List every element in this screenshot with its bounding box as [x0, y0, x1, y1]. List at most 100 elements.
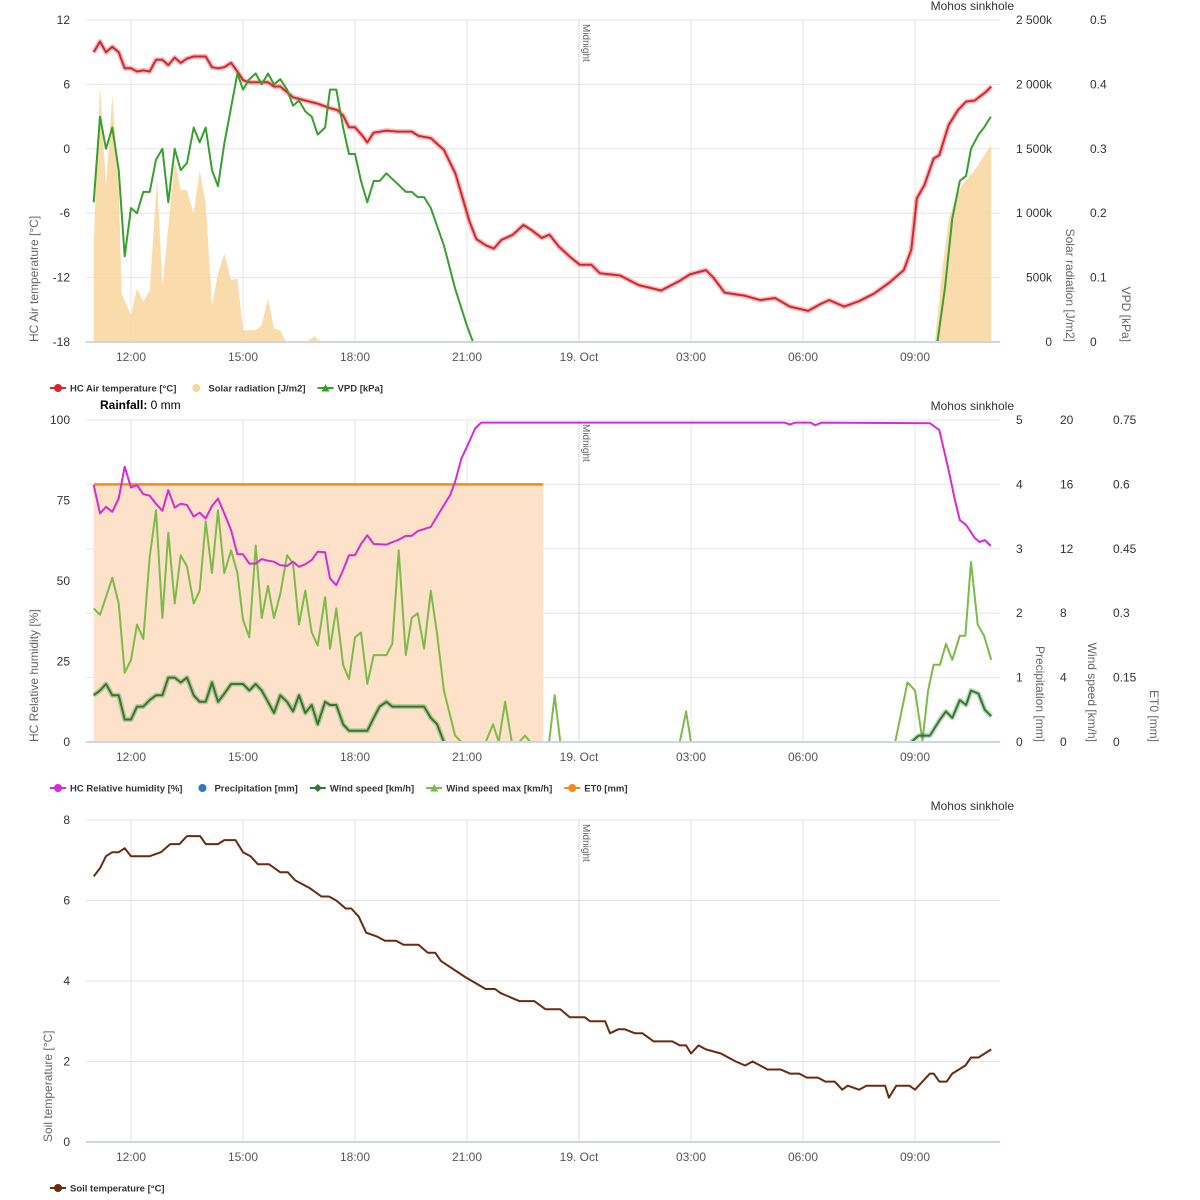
legend-item-soil-temperature[interactable]: Soil temperature [°C]: [50, 1184, 165, 1195]
y-axis-hc-relative-humidity-tick-label: 75: [57, 494, 71, 508]
y-axis-et0-tick-label: 0.75: [1113, 413, 1137, 427]
series-line-hc-air-temperature: [92, 40, 992, 312]
y-axis-hc-relative-humidity-tick-label: 100: [50, 413, 70, 427]
series-area-et0: [93, 484, 544, 742]
chart-site-title: Mohos sinkhole: [931, 799, 1015, 813]
legend-triangle-icon: [321, 384, 330, 392]
y-axis-wind-speed-tick-label: 20: [1060, 413, 1074, 427]
rainfall-summary: Rainfall: 0 mm: [100, 398, 181, 412]
y-axis-title-hc-relative-humidity: HC Relative humidity [%]: [27, 609, 41, 742]
x-tick-label: 19. Oct: [560, 750, 599, 764]
x-tick-label: 19. Oct: [560, 1150, 599, 1164]
y-axis-wind-speed-tick-label: 8: [1060, 606, 1067, 620]
y-axis-soil-temperature-tick-label: 8: [63, 813, 70, 827]
legend-circle-icon: [54, 784, 62, 792]
legend-item-label: Wind speed max [km/h]: [446, 784, 552, 795]
y-axis-vpd-tick-label: 0.5: [1090, 13, 1107, 27]
x-tick-label: 06:00: [788, 750, 818, 764]
x-tick-label: 18:00: [340, 350, 370, 364]
y-axis-hc-relative-humidity-tick-label: 25: [57, 655, 71, 669]
legend-circle-icon: [54, 1184, 62, 1192]
y-axis-wind-speed-tick-label: 0: [1060, 735, 1067, 749]
chart-site-title: Mohos sinkhole: [931, 399, 1015, 413]
y-axis-precipitation-tick-label: 4: [1016, 477, 1023, 491]
series-line-hc-relative-humidity: [92, 421, 992, 587]
legend-circle-icon: [54, 384, 62, 392]
x-tick-label: 21:00: [452, 750, 482, 764]
series-group: [92, 835, 992, 1099]
y-axis-title-wind-speed: Wind speed [km/h]: [1085, 643, 1099, 742]
y-axis-wind-speed-tick-label: 16: [1060, 477, 1074, 491]
y-axis-vpd-tick-label: 0: [1090, 335, 1097, 349]
chart-site-title: Mohos sinkhole: [931, 0, 1015, 13]
y-axis-hc-air-temperature-tick-label: 0: [63, 142, 70, 156]
series-line-wind-speed: [910, 689, 992, 743]
y-axis-solar-radiation-tick-label: 2 500k: [1016, 13, 1053, 27]
y-axis-et0-tick-label: 0.3: [1113, 606, 1130, 620]
chart-humidity-wind: 12:00 15:00 18:00 21:00 19. Oct 03:00 06:00 09:…: [27, 398, 1161, 795]
y-axis-solar-radiation-tick-label: 2 000k: [1016, 77, 1053, 91]
series-line-soil-temperature: [92, 835, 992, 1099]
x-tick-label: 03:00: [676, 350, 706, 364]
x-tick-label: 12:00: [116, 1150, 146, 1164]
y-axis-vpd-tick-label: 0.4: [1090, 77, 1107, 91]
x-tick-label: 18:00: [340, 750, 370, 764]
y-axis-precipitation-tick-label: 5: [1016, 413, 1023, 427]
x-tick-label: 09:00: [900, 1150, 930, 1164]
legend-item-solar-radiation[interactable]: Solar radiation [J/m2]: [192, 384, 306, 395]
legend-item-wind-speed[interactable]: Wind speed [km/h]: [309, 784, 414, 795]
y-axis-vpd-tick-label: 0.1: [1090, 271, 1107, 285]
legend-item-label: ET0 [mm]: [584, 784, 627, 795]
series-group: [92, 421, 993, 744]
x-tick-label: 15:00: [228, 750, 258, 764]
chart-air-temperature: 12:00 15:00 18:00 21:00 19. Oct 03:00 06:00 09:…: [27, 0, 1133, 395]
x-tick-label: 06:00: [788, 1150, 818, 1164]
midnight-label: Midnight: [580, 424, 591, 462]
legend-item-label: Solar radiation [J/m2]: [208, 384, 305, 395]
legend-triangle-icon: [430, 784, 439, 792]
legend-item-hc-air-temperature[interactable]: HC Air temperature [°C]: [50, 384, 176, 395]
y-axis-hc-air-temperature-tick-label: -12: [53, 271, 71, 285]
x-tick-label: 12:00: [116, 350, 146, 364]
legend-circle-icon: [192, 384, 201, 392]
legend-item-label: Precipitation [mm]: [214, 784, 297, 795]
y-axis-hc-air-temperature-tick-label: -18: [53, 335, 71, 349]
series-line-vpd: [92, 72, 474, 343]
x-tick-label: 12:00: [116, 750, 146, 764]
legend-item-label: VPD [kPa]: [338, 384, 383, 395]
legend-item-label: Soil temperature [°C]: [70, 1184, 165, 1195]
legend-item-precipitation[interactable]: Precipitation [mm]: [198, 784, 298, 795]
midnight-label: Midnight: [580, 24, 591, 62]
y-axis-soil-temperature-tick-label: 6: [63, 894, 70, 908]
y-axis-precipitation-tick-label: 3: [1016, 542, 1023, 556]
y-axis-precipitation-tick-label: 1: [1016, 671, 1023, 685]
y-axis-soil-temperature-tick-label: 2: [63, 1055, 70, 1069]
legend-item-et0[interactable]: ET0 [mm]: [564, 784, 628, 795]
y-axis-et0-tick-label: 0: [1113, 735, 1120, 749]
y-axis-hc-relative-humidity-tick-label: 0: [63, 735, 70, 749]
chart-soil-temperature: 12:00 15:00 18:00 21:00 19. Oct 03:00 06:00 09:…: [41, 799, 1014, 1195]
x-tick-label: 09:00: [900, 750, 930, 764]
legend-item-hc-relative-humidity[interactable]: HC Relative humidity [%]: [50, 784, 182, 795]
plot-area: 12:00 15:00 18:00 21:00 19. Oct 03:00 06:00 09:…: [41, 813, 1000, 1164]
plot-area: 12:00 15:00 18:00 21:00 19. Oct 03:00 06:00 09:…: [27, 413, 1161, 764]
y-axis-solar-radiation-tick-label: 0: [1045, 335, 1052, 349]
x-tick-label: 09:00: [900, 350, 930, 364]
legend-item-label: HC Relative humidity [%]: [70, 784, 182, 795]
series-line-vpd: [936, 116, 992, 343]
x-tick-label: 03:00: [676, 1150, 706, 1164]
legend-item-wind-speed-max[interactable]: Wind speed max [km/h]: [426, 784, 552, 795]
y-axis-precipitation-tick-label: 0: [1016, 735, 1023, 749]
x-tick-label: 03:00: [676, 750, 706, 764]
y-axis-et0-tick-label: 0.45: [1113, 542, 1137, 556]
legend-diamond-icon: [313, 784, 322, 792]
legend-item-vpd[interactable]: VPD [kPa]: [317, 384, 383, 395]
legend-item-label: Wind speed [km/h]: [330, 784, 414, 795]
chart-legend: HC Air temperature [°C] Solar radiation […: [50, 384, 383, 395]
legend-item-label: HC Air temperature [°C]: [70, 384, 176, 395]
y-axis-hc-air-temperature-tick-label: 12: [57, 13, 71, 27]
legend-circle-icon: [198, 784, 207, 792]
y-axis-vpd-tick-label: 0.2: [1090, 206, 1107, 220]
x-tick-label: 21:00: [452, 350, 482, 364]
